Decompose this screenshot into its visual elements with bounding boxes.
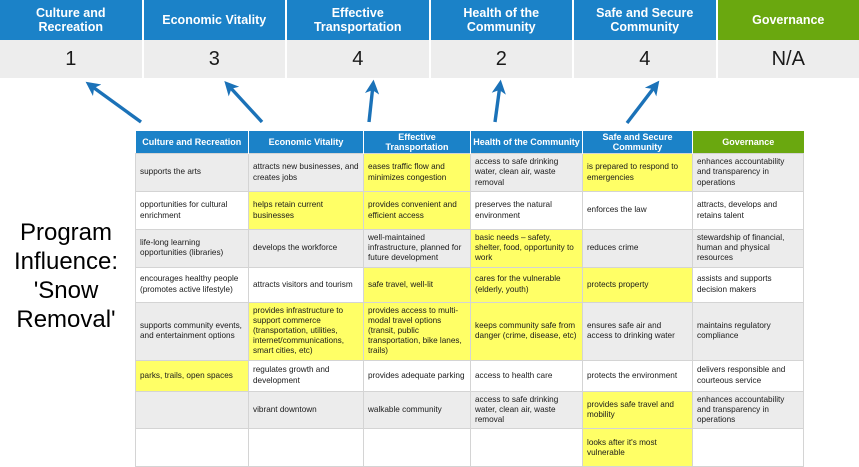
matrix-cell-highlighted: provides safe travel and mobility bbox=[583, 391, 693, 429]
matrix-cell: stewardship of financial, human and phys… bbox=[693, 230, 804, 268]
scorecard-value-safe-and-secure-community: 4 bbox=[574, 40, 718, 78]
matrix-row: life-long learning opportunities (librar… bbox=[136, 230, 804, 268]
scorecard-header-safe-and-secure-community: Safe and Secure Community bbox=[574, 0, 718, 40]
matrix-cell: walkable community bbox=[364, 391, 471, 429]
matrix-row: supports community events, and entertain… bbox=[136, 302, 804, 360]
scorecard-header-governance: Governance bbox=[718, 0, 859, 40]
matrix-cell-highlighted: is prepared to respond to emergencies bbox=[583, 154, 693, 192]
matrix-cell-highlighted: cares for the vulnerable (elderly, youth… bbox=[471, 267, 583, 302]
matrix-cell: access to safe drinking water, clean air… bbox=[471, 154, 583, 192]
arrow-effective-transportation bbox=[369, 85, 373, 122]
scorecard-value-economic-vitality: 3 bbox=[144, 40, 288, 78]
matrix-cell-highlighted: provides access to multi-modal travel op… bbox=[364, 302, 471, 360]
matrix-cell-highlighted: helps retain current businesses bbox=[249, 192, 364, 230]
matrix-cell: access to safe drinking water, clean air… bbox=[471, 391, 583, 429]
scorecard-value-effective-transportation: 4 bbox=[287, 40, 431, 78]
matrix-cell bbox=[136, 391, 249, 429]
matrix-cell: ensures safe air and access to drinking … bbox=[583, 302, 693, 360]
matrix-cell-highlighted: looks after it's most vulnerable bbox=[583, 429, 693, 467]
matrix-cell: delivers responsible and courteous servi… bbox=[693, 360, 804, 391]
matrix-cell: well-maintained infrastructure, planned … bbox=[364, 230, 471, 268]
matrix-cell-highlighted: basic needs – safety, shelter, food, opp… bbox=[471, 230, 583, 268]
matrix-cell bbox=[693, 429, 804, 467]
program-influence-caption: Program Influence: 'Snow Removal' bbox=[0, 218, 132, 334]
matrix-cell-highlighted: keeps community safe from danger (crime,… bbox=[471, 302, 583, 360]
matrix-header-safe-and-secure-community: Safe and Secure Community bbox=[583, 131, 693, 154]
matrix-cell-highlighted: eases traffic flow and minimizes congest… bbox=[364, 154, 471, 192]
scorecard-header-culture-and-recreation: Culture and Recreation bbox=[0, 0, 144, 40]
matrix-cell: provides adequate parking bbox=[364, 360, 471, 391]
matrix-cell: enforces the law bbox=[583, 192, 693, 230]
matrix-cell-highlighted: provides convenient and efficient access bbox=[364, 192, 471, 230]
scorecard-value-culture-and-recreation: 1 bbox=[0, 40, 144, 78]
matrix-cell: supports the arts bbox=[136, 154, 249, 192]
matrix-cell: enhances accountability and transparency… bbox=[693, 154, 804, 192]
scorecard-value-health-of-the-community: 2 bbox=[431, 40, 575, 78]
matrix-cell: opportunities for cultural enrichment bbox=[136, 192, 249, 230]
scorecard-header-economic-vitality: Economic Vitality bbox=[144, 0, 288, 40]
matrix-cell: vibrant downtown bbox=[249, 391, 364, 429]
matrix-cell: attracts visitors and tourism bbox=[249, 267, 364, 302]
matrix-cell: supports community events, and entertain… bbox=[136, 302, 249, 360]
matrix-cell: enhances accountability and transparency… bbox=[693, 391, 804, 429]
matrix-header-economic-vitality: Economic Vitality bbox=[249, 131, 364, 154]
matrix-header-culture-and-recreation: Culture and Recreation bbox=[136, 131, 249, 154]
scorecard-value-governance: N/A bbox=[718, 40, 859, 78]
matrix-cell: regulates growth and development bbox=[249, 360, 364, 391]
matrix-cell: attracts, develops and retains talent bbox=[693, 192, 804, 230]
matrix-cell: attracts new businesses, and creates job… bbox=[249, 154, 364, 192]
matrix-cell: encourages healthy people (promotes acti… bbox=[136, 267, 249, 302]
matrix-cell-highlighted: safe travel, well-lit bbox=[364, 267, 471, 302]
matrix-cell bbox=[136, 429, 249, 467]
matrix-header-governance: Governance bbox=[693, 131, 804, 154]
matrix-cell-highlighted: parks, trails, open spaces bbox=[136, 360, 249, 391]
matrix-cell bbox=[364, 429, 471, 467]
matrix-cell bbox=[249, 429, 364, 467]
arrow-economic-vitality bbox=[228, 85, 262, 122]
matrix-cell: assists and supports decision makers bbox=[693, 267, 804, 302]
matrix-header-health-of-the-community: Health of the Community bbox=[471, 131, 583, 154]
matrix-cell-highlighted: protects property bbox=[583, 267, 693, 302]
matrix-cell: maintains regulatory compliance bbox=[693, 302, 804, 360]
matrix-header-effective-transportation: Effective Transportation bbox=[364, 131, 471, 154]
matrix-row: encourages healthy people (promotes acti… bbox=[136, 267, 804, 302]
matrix-row: looks after it's most vulnerable bbox=[136, 429, 804, 467]
arrow-culture-and-recreation bbox=[90, 85, 141, 122]
matrix-cell: develops the workforce bbox=[249, 230, 364, 268]
matrix-cell bbox=[471, 429, 583, 467]
matrix-cell: reduces crime bbox=[583, 230, 693, 268]
arrow-health-of-the-community bbox=[495, 85, 500, 122]
scorecard-header-health-of-the-community: Health of the Community bbox=[431, 0, 575, 40]
matrix-cell: access to health care bbox=[471, 360, 583, 391]
matrix-cell: life-long learning opportunities (librar… bbox=[136, 230, 249, 268]
scorecard-header-effective-transportation: Effective Transportation bbox=[287, 0, 431, 40]
matrix-cell-highlighted: provides infrastructure to support comme… bbox=[249, 302, 364, 360]
matrix-cell: preserves the natural environment bbox=[471, 192, 583, 230]
matrix-cell: protects the environment bbox=[583, 360, 693, 391]
arrows-layer bbox=[0, 76, 859, 132]
arrow-safe-and-secure-community bbox=[627, 85, 656, 123]
